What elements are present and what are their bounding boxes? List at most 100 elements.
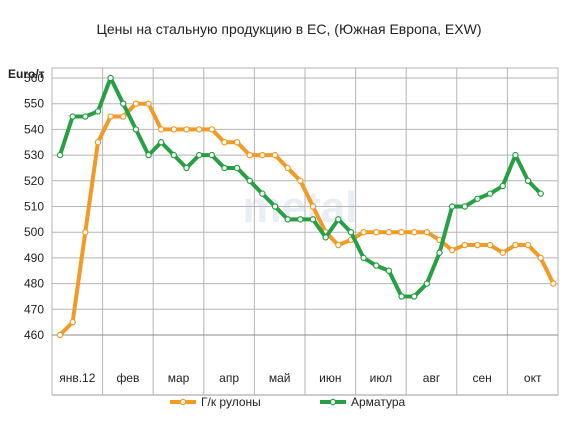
data-point (335, 241, 342, 249)
data-point (335, 216, 342, 223)
data-point (183, 164, 190, 172)
data-point (486, 190, 494, 197)
y-tick-label: 490 (24, 251, 44, 265)
legend-label: Арматура (351, 395, 406, 409)
data-point (474, 195, 481, 202)
data-point (524, 177, 532, 184)
data-point (423, 280, 431, 287)
y-tick-label: 540 (24, 122, 44, 136)
x-tick-label: сен (472, 371, 491, 385)
data-point (550, 280, 557, 287)
data-point (398, 293, 405, 300)
data-point (512, 151, 519, 159)
data-point (259, 151, 266, 159)
data-point (195, 151, 203, 159)
x-tick-label: янв.12 (59, 371, 96, 385)
data-point (385, 267, 393, 274)
data-point (183, 126, 190, 133)
data-point (398, 228, 405, 236)
data-point (132, 100, 140, 107)
data-point (246, 151, 253, 159)
data-point (233, 164, 241, 172)
y-tick-label: 560 (24, 71, 44, 85)
data-point (448, 203, 456, 210)
data-point (297, 216, 304, 223)
data-point (157, 139, 165, 146)
data-point (82, 113, 89, 120)
data-point (284, 164, 291, 172)
data-point (309, 203, 317, 210)
data-point (170, 126, 178, 133)
data-point (461, 203, 468, 210)
x-tick-label: авг (423, 371, 441, 385)
data-point (82, 228, 89, 236)
legend-label: Г/к рулоны (201, 395, 261, 409)
y-tick-label: 510 (24, 200, 44, 214)
data-point (385, 228, 393, 236)
data-point (448, 246, 456, 254)
data-point (537, 254, 544, 262)
x-tick-label: май (269, 371, 291, 385)
data-point (69, 113, 76, 120)
data-point (284, 216, 291, 223)
data-point (94, 139, 102, 146)
data-point (411, 293, 418, 300)
x-tick-label: апр (219, 371, 239, 385)
data-point (373, 262, 380, 269)
data-point (132, 126, 140, 133)
data-point (360, 254, 367, 262)
data-point (221, 139, 228, 146)
data-point (423, 228, 431, 236)
data-point (499, 182, 506, 190)
data-point (347, 228, 355, 236)
legend-marker (179, 398, 187, 406)
x-tick-label: июл (370, 371, 392, 385)
data-point (221, 164, 228, 172)
data-point (107, 74, 114, 82)
series-line-1 (58, 101, 556, 337)
y-tick-label: 480 (24, 277, 44, 291)
data-point (524, 241, 532, 249)
x-tick-label: мар (168, 371, 190, 385)
plot-area: metal460470480490500510520530540550560ян… (24, 67, 559, 396)
x-tick-label: окт (524, 371, 542, 385)
data-point (537, 190, 544, 197)
legend: Г/к рулоны Арматура (170, 395, 406, 409)
data-point (512, 241, 519, 249)
legend-marker (329, 398, 337, 406)
data-point (208, 126, 215, 133)
data-point (373, 228, 380, 236)
data-point (94, 108, 102, 115)
chart-title: Цены на стальную продукцию в ЕС, (Южная … (97, 21, 482, 37)
data-point (322, 234, 329, 241)
y-tick-label: 500 (24, 225, 44, 239)
data-point (499, 249, 506, 256)
data-point (360, 228, 367, 236)
data-point (157, 126, 165, 133)
data-point (56, 331, 64, 339)
data-point (69, 318, 76, 326)
data-point (436, 249, 443, 256)
data-point (208, 151, 215, 159)
data-point (170, 151, 178, 159)
data-point (309, 216, 317, 223)
data-point (145, 100, 152, 107)
data-point (461, 241, 468, 249)
y-tick-label: 530 (24, 148, 44, 162)
y-tick-label: 550 (24, 97, 44, 111)
data-point (474, 241, 481, 249)
data-point (411, 228, 418, 236)
x-tick-label: июн (319, 371, 341, 385)
y-axis-label: Euro/т (8, 67, 45, 81)
data-point (233, 139, 241, 146)
y-tick-label: 460 (24, 328, 44, 342)
data-point (486, 241, 494, 249)
data-point (297, 177, 304, 184)
data-point (195, 126, 203, 133)
data-point (259, 190, 266, 197)
data-point (107, 113, 114, 120)
data-point (120, 100, 127, 107)
data-point (56, 151, 64, 159)
data-point (145, 151, 152, 159)
